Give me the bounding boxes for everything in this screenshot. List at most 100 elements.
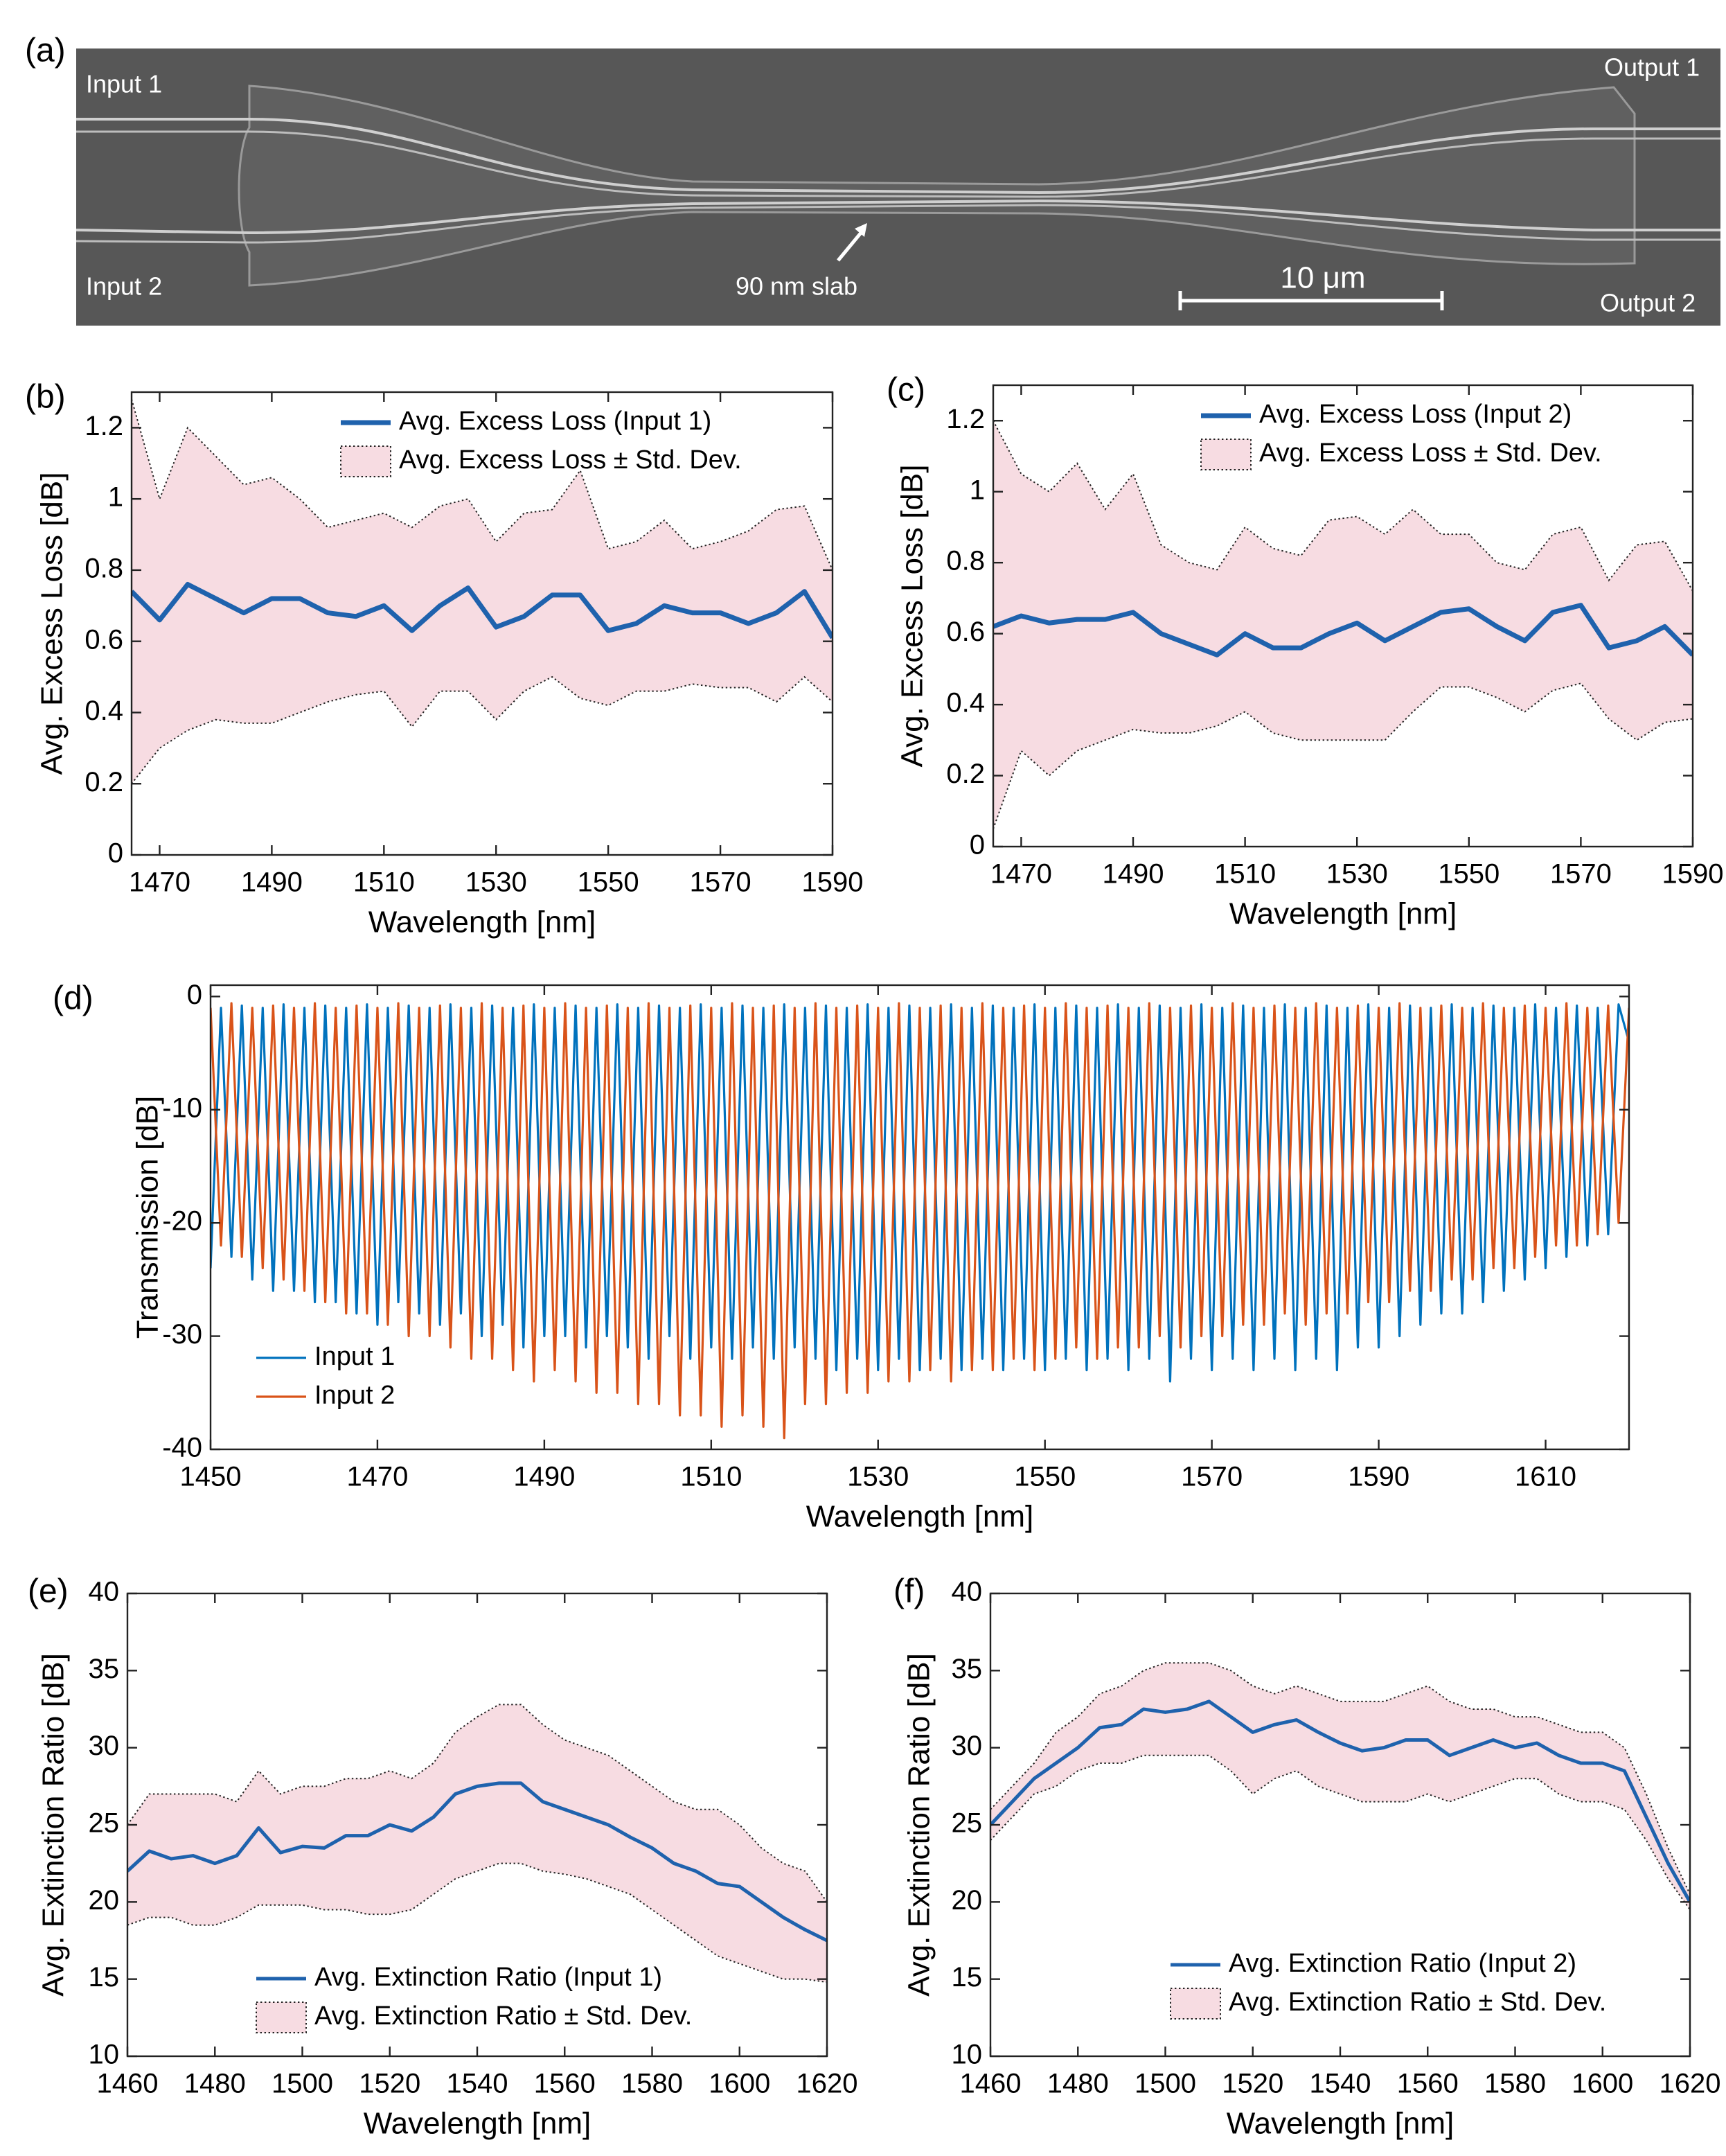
sem-image: Input 1 Input 2 Output 1 Output 2 90 nm … xyxy=(75,48,1720,326)
data-line xyxy=(132,581,833,639)
y-tick-label: 1 xyxy=(970,475,985,505)
y-tick-label: 35 xyxy=(952,1654,983,1684)
y-tick-label: 0.2 xyxy=(84,767,123,797)
legend: Avg. Excess Loss (Input 1) Avg. Excess Lo… xyxy=(340,407,742,477)
x-tick-label: 1600 xyxy=(709,2069,770,2099)
legend: Input 1 Input 2 xyxy=(256,1342,395,1410)
band-lower xyxy=(993,682,1693,829)
y-tick-label: 0 xyxy=(970,830,985,860)
label: Output 1 xyxy=(1604,53,1700,82)
waveguide xyxy=(76,130,1720,198)
x-tick-label: 1550 xyxy=(1438,859,1500,890)
x-tick-label: 1530 xyxy=(465,867,527,898)
y-tick-label: 0.2 xyxy=(946,759,985,789)
data-line xyxy=(993,603,1693,657)
x-tick-label: 1470 xyxy=(346,1462,408,1492)
x-tick-label: 1530 xyxy=(1326,859,1388,890)
panel-label: (b) xyxy=(25,379,66,416)
arrow xyxy=(837,227,866,262)
axes-frame xyxy=(992,384,1694,848)
y-tick-label: 25 xyxy=(952,1808,983,1839)
y-tick-label: 15 xyxy=(89,1962,120,1992)
y-tick-label: -40 xyxy=(162,1433,202,1463)
data-line xyxy=(211,1003,1629,1383)
panel-label: (c) xyxy=(887,372,925,409)
label: Output 2 xyxy=(1600,289,1696,317)
legend-label: Avg. Extinction Ratio (Input 2) xyxy=(1229,1949,1576,1978)
legend-label: Avg. Excess Loss (Input 2) xyxy=(1259,400,1572,429)
x-tick-label: 1560 xyxy=(534,2069,596,2099)
waveguide xyxy=(75,199,1720,235)
data-line xyxy=(127,1781,827,1943)
chart: 1470 1490 1510 1530 1550 1570 1590 0 0.2 0.4 0.6 0.… xyxy=(25,379,863,939)
legend-swatch xyxy=(256,2002,307,2033)
x-tick-label: 1580 xyxy=(621,2069,683,2099)
x-tick-label: 1460 xyxy=(97,2069,159,2099)
legend-label: Avg. Extinction Ratio ± Std. Dev. xyxy=(1229,1988,1606,2017)
y-tick-label: 0.8 xyxy=(946,546,985,576)
y-tick-label: 20 xyxy=(89,1885,120,1916)
scale-label: 10 μm xyxy=(1280,261,1365,295)
x-tick-label: 1560 xyxy=(1397,2069,1459,2099)
chart: 1450 1470 1490 1510 1530 1550 1570 1590 1610 0 -10… xyxy=(53,980,1630,1534)
band-upper xyxy=(990,1662,1690,1895)
axes-frame xyxy=(989,1592,1691,2058)
x-axis-label: Wavelength [nm] xyxy=(1229,897,1457,931)
y-tick-label: 0.6 xyxy=(946,617,985,647)
panel-label: (e) xyxy=(28,1573,69,1610)
x-tick-label: 1570 xyxy=(1550,859,1612,890)
legend-label: Avg. Extinction Ratio (Input 1) xyxy=(314,1963,662,1992)
y-tick-label: 25 xyxy=(89,1808,120,1839)
x-tick-label: 1510 xyxy=(1214,859,1276,890)
x-tick-label: 1490 xyxy=(1103,859,1164,890)
x-tick-label: 1500 xyxy=(272,2069,333,2099)
x-axis-label: Wavelength [nm] xyxy=(806,1500,1034,1534)
legend: Avg. Extinction Ratio (Input 2) Avg. Exti… xyxy=(1170,1949,1606,2020)
std-band xyxy=(127,1704,827,1983)
y-tick-label: 35 xyxy=(89,1654,120,1684)
y-tick-label: 15 xyxy=(952,1962,983,1992)
y-tick-label: 0.8 xyxy=(84,553,123,583)
plot-area xyxy=(993,420,1693,829)
y-axis-label: Avg. Excess Loss [dB] xyxy=(35,472,69,775)
label: Input 2 xyxy=(86,272,162,301)
y-tick-label: 1.2 xyxy=(84,411,123,441)
legend-label: Avg. Excess Loss ± Std. Dev. xyxy=(1259,439,1602,468)
x-tick-label: 1530 xyxy=(847,1462,909,1492)
x-tick-label: 1590 xyxy=(1662,859,1724,890)
band-lower xyxy=(990,1754,1690,1911)
x-axis-label: Wavelength [nm] xyxy=(364,2107,591,2141)
chart: 1460 1480 1500 1520 1540 1560 1580 1600 16201015… xyxy=(28,1573,857,2141)
x-tick-label: 1470 xyxy=(990,859,1052,890)
band-upper xyxy=(993,420,1693,592)
x-axis-label: Wavelength [nm] xyxy=(1227,2107,1454,2141)
x-tick-label: 1620 xyxy=(797,2069,858,2099)
x-tick-label: 1600 xyxy=(1572,2069,1633,2099)
y-tick-label: 1 xyxy=(108,482,123,513)
x-tick-label: 1470 xyxy=(129,867,190,898)
x-tick-label: 1570 xyxy=(690,867,751,898)
data-line xyxy=(211,1002,1629,1440)
y-tick-label: 0 xyxy=(187,980,202,1010)
y-tick-label: 0.4 xyxy=(84,696,123,726)
x-tick-label: 1480 xyxy=(184,2069,246,2099)
y-tick-label: 30 xyxy=(89,1731,120,1761)
x-tick-label: 1520 xyxy=(359,2069,420,2099)
axes-frame xyxy=(209,984,1630,1451)
x-tick-label: 1550 xyxy=(1014,1462,1076,1492)
chart: 1460 1480 1500 1520 1540 1560 1580 1600 16201015… xyxy=(893,1573,1720,2141)
x-tick-label: 1550 xyxy=(578,867,639,898)
x-tick-label: 1590 xyxy=(802,867,864,898)
legend-label: Avg. Extinction Ratio ± Std. Dev. xyxy=(314,2002,692,2031)
waveguide xyxy=(75,204,1720,244)
y-tick-label: 30 xyxy=(952,1731,983,1761)
band-lower xyxy=(132,675,833,784)
legend: Avg. Excess Loss (Input 2) Avg. Excess Lo… xyxy=(1200,400,1602,470)
x-tick-label: 1580 xyxy=(1484,2069,1546,2099)
legend-label: Avg. Excess Loss (Input 1) xyxy=(399,407,711,436)
plot-area xyxy=(127,1704,827,1983)
plot-area xyxy=(132,399,833,784)
x-tick-label: 1480 xyxy=(1047,2069,1109,2099)
band-upper xyxy=(127,1704,827,1902)
